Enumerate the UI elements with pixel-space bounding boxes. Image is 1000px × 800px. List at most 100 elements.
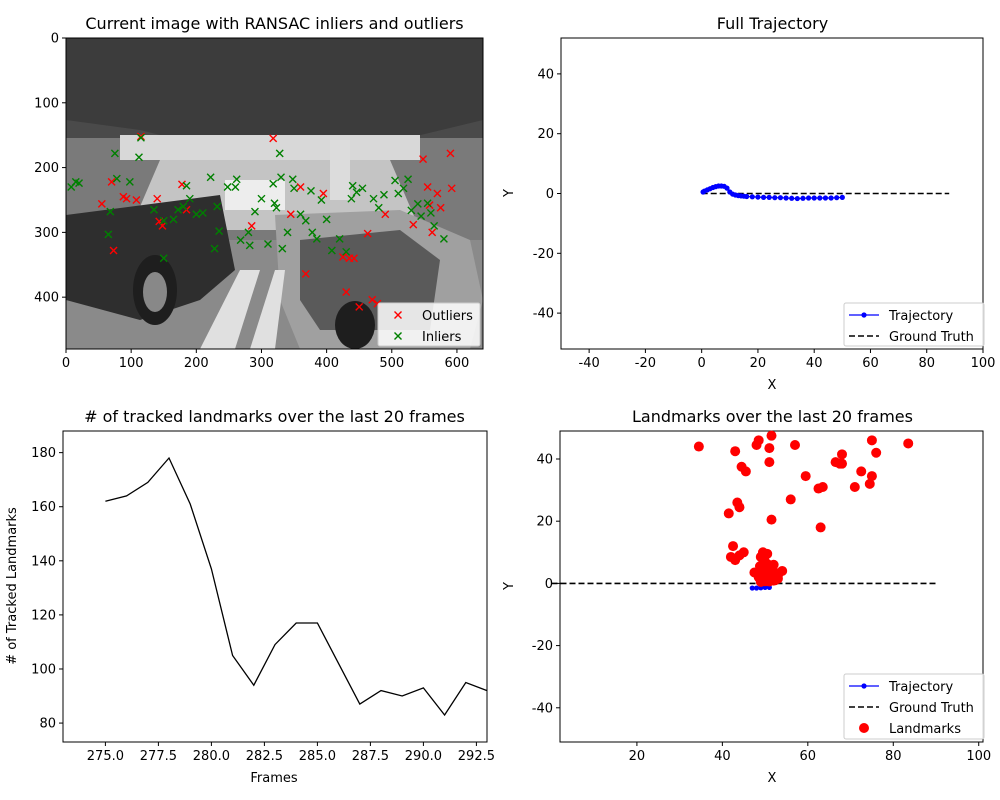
x-tick-label: -40 <box>579 356 600 371</box>
outlier-point <box>447 184 456 193</box>
outlier-point <box>301 269 310 278</box>
y-tick-label: 40 <box>537 67 554 82</box>
inlier-point <box>125 177 134 186</box>
inlier-point <box>290 184 299 193</box>
trajectory-point <box>760 194 767 200</box>
landmarks-count-ylabel: # of Tracked Landmarks <box>5 507 20 665</box>
landmark-point <box>864 478 875 489</box>
inlier-point <box>244 228 253 237</box>
x-tick-label: 275.0 <box>87 749 124 764</box>
inlier-point <box>169 215 178 224</box>
landmark-points <box>693 430 914 587</box>
inlier-point <box>426 208 435 217</box>
outlier-point <box>153 194 162 203</box>
landmark-point <box>728 541 739 552</box>
trajectory-panel-title: Full Trajectory <box>717 14 828 33</box>
trajectory-point <box>766 194 772 200</box>
inlier-point <box>110 149 119 158</box>
inlier-point <box>413 199 422 208</box>
x-tick-label: 20 <box>629 749 646 764</box>
outlier-point <box>177 180 186 189</box>
outlier-point <box>419 155 428 164</box>
landmarks-count-panel: # of tracked landmarks over the last 20 … <box>5 407 495 786</box>
landmarks-scatter-panel: Landmarks over the last 20 frames 20 40 60… <box>502 407 991 786</box>
inlier-point <box>296 210 305 219</box>
outlier-point <box>286 210 295 219</box>
inlier-point <box>342 247 351 256</box>
legend-ground-truth-label: Ground Truth <box>889 701 974 716</box>
inlier-point <box>210 244 219 253</box>
legend-outlier-marker <box>394 311 402 319</box>
outlier-point <box>319 189 328 198</box>
outlier-point <box>247 221 256 230</box>
inlier-point <box>423 199 432 208</box>
outlier-point <box>355 302 364 311</box>
outlier-point <box>136 132 145 141</box>
inlier-point <box>179 202 188 211</box>
trajectory-point <box>789 195 795 201</box>
inlier-point <box>358 184 367 193</box>
landmark-point <box>723 508 734 519</box>
inlier-point <box>379 190 388 199</box>
trajectory-point <box>772 195 778 201</box>
outlier-point <box>109 246 118 255</box>
landmark-point <box>693 441 704 452</box>
y-tick-label: 120 <box>31 608 56 623</box>
landmark-point <box>762 561 773 572</box>
inlier-point <box>112 174 121 183</box>
trajectory-legend: Trajectory Ground Truth <box>843 302 985 347</box>
inlier-point <box>75 179 84 188</box>
landmarks-scatter-ylabel: Y <box>502 582 517 591</box>
image-y-ticks: 0 100 200 300 400 <box>34 32 66 306</box>
x-tick-label: 40 <box>806 356 823 371</box>
landmark-point <box>790 439 800 450</box>
x-tick-label: 500 <box>379 356 404 371</box>
inlier-point <box>206 173 215 182</box>
x-tick-label: 100 <box>119 356 144 371</box>
landmark-point <box>738 547 749 558</box>
inlier-point <box>192 210 201 219</box>
inlier-point <box>404 175 413 184</box>
x-tick-label: 600 <box>445 356 470 371</box>
inlier-point <box>182 181 191 190</box>
y-tick-label: 200 <box>34 161 59 176</box>
legend-trajectory-label: Trajectory <box>888 309 953 324</box>
inlier-point <box>223 183 232 192</box>
landmarks-count-y-ticks: 80 100 120 140 160 180 <box>31 446 63 732</box>
landmark-point <box>837 458 847 469</box>
inlier-point <box>134 153 143 162</box>
inlier-point <box>407 206 416 215</box>
outlier-point <box>342 287 351 296</box>
x-tick-label: 40 <box>714 749 731 764</box>
landmark-point <box>740 466 751 477</box>
landmarks-scatter-y-ticks: -40 -20 0 20 40 <box>532 452 560 716</box>
x-tick-label: 0 <box>698 356 706 371</box>
inlier-point <box>232 175 241 184</box>
inlier-point <box>348 181 357 190</box>
legend-trajectory-label: Trajectory <box>888 680 953 695</box>
y-tick-label: 80 <box>39 717 56 732</box>
inlier-point <box>185 194 194 203</box>
landmark-point <box>762 548 773 559</box>
landmark-point <box>856 466 867 477</box>
y-tick-label: 20 <box>537 127 554 142</box>
trajectory-point <box>777 195 784 201</box>
trajectory-point <box>839 194 845 200</box>
inlier-point <box>369 194 378 203</box>
inlier-point <box>104 230 113 239</box>
inlier-point <box>198 208 207 217</box>
outlier-point <box>423 183 432 192</box>
landmark-point <box>766 514 777 525</box>
landmark-point <box>734 502 745 513</box>
x-tick-label: 60 <box>862 356 879 371</box>
legend-outliers-label: Outliers <box>422 309 473 324</box>
y-tick-label: 100 <box>31 662 56 677</box>
y-tick-label: 180 <box>31 446 56 461</box>
x-tick-label: 100 <box>971 356 996 371</box>
inlier-point <box>269 179 278 188</box>
landmark-point <box>772 573 783 584</box>
trajectory-point <box>800 195 806 201</box>
legend-landmarks-label: Landmarks <box>889 722 961 737</box>
y-tick-label: -20 <box>532 639 553 654</box>
landmarks-count-x-ticks: 275.0 277.5 280.0 282.5 285.0 287.5 290.0 292.5 <box>87 742 495 764</box>
